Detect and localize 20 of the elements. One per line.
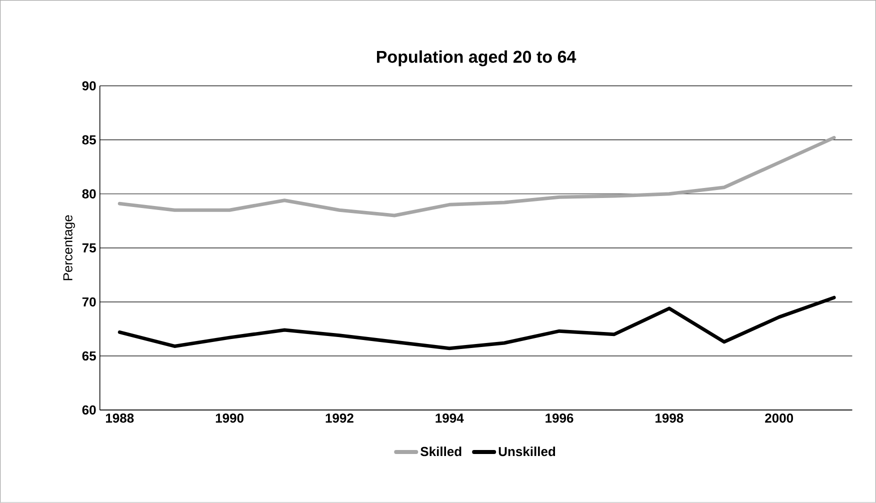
legend-label: Skilled — [420, 446, 462, 456]
x-tick-label: 1996 — [546, 414, 574, 423]
x-tick-label: 2000 — [765, 414, 794, 423]
x-tick-label: 1990 — [216, 414, 244, 423]
y-tick-label: 60 — [82, 405, 96, 415]
x-tick-label: 1994 — [436, 414, 464, 423]
y-tick-label: 65 — [82, 351, 96, 361]
y-tick-label: 90 — [82, 81, 96, 91]
y-tick-label: 85 — [82, 135, 96, 145]
y-tick-label: 70 — [82, 297, 96, 307]
line-series — [118, 296, 836, 350]
x-tick-label: 1988 — [106, 414, 134, 423]
y-axis-title: Percentage — [63, 215, 75, 280]
x-tick-label: 1992 — [326, 414, 354, 423]
x-tick-label: 1998 — [656, 414, 684, 423]
y-tick-label: 80 — [82, 189, 96, 199]
legend-label: Unskilled — [498, 446, 556, 456]
chart-title: Population aged 20 to 64 — [376, 50, 576, 66]
y-tick-label: 75 — [82, 243, 96, 253]
line-series — [118, 136, 836, 218]
